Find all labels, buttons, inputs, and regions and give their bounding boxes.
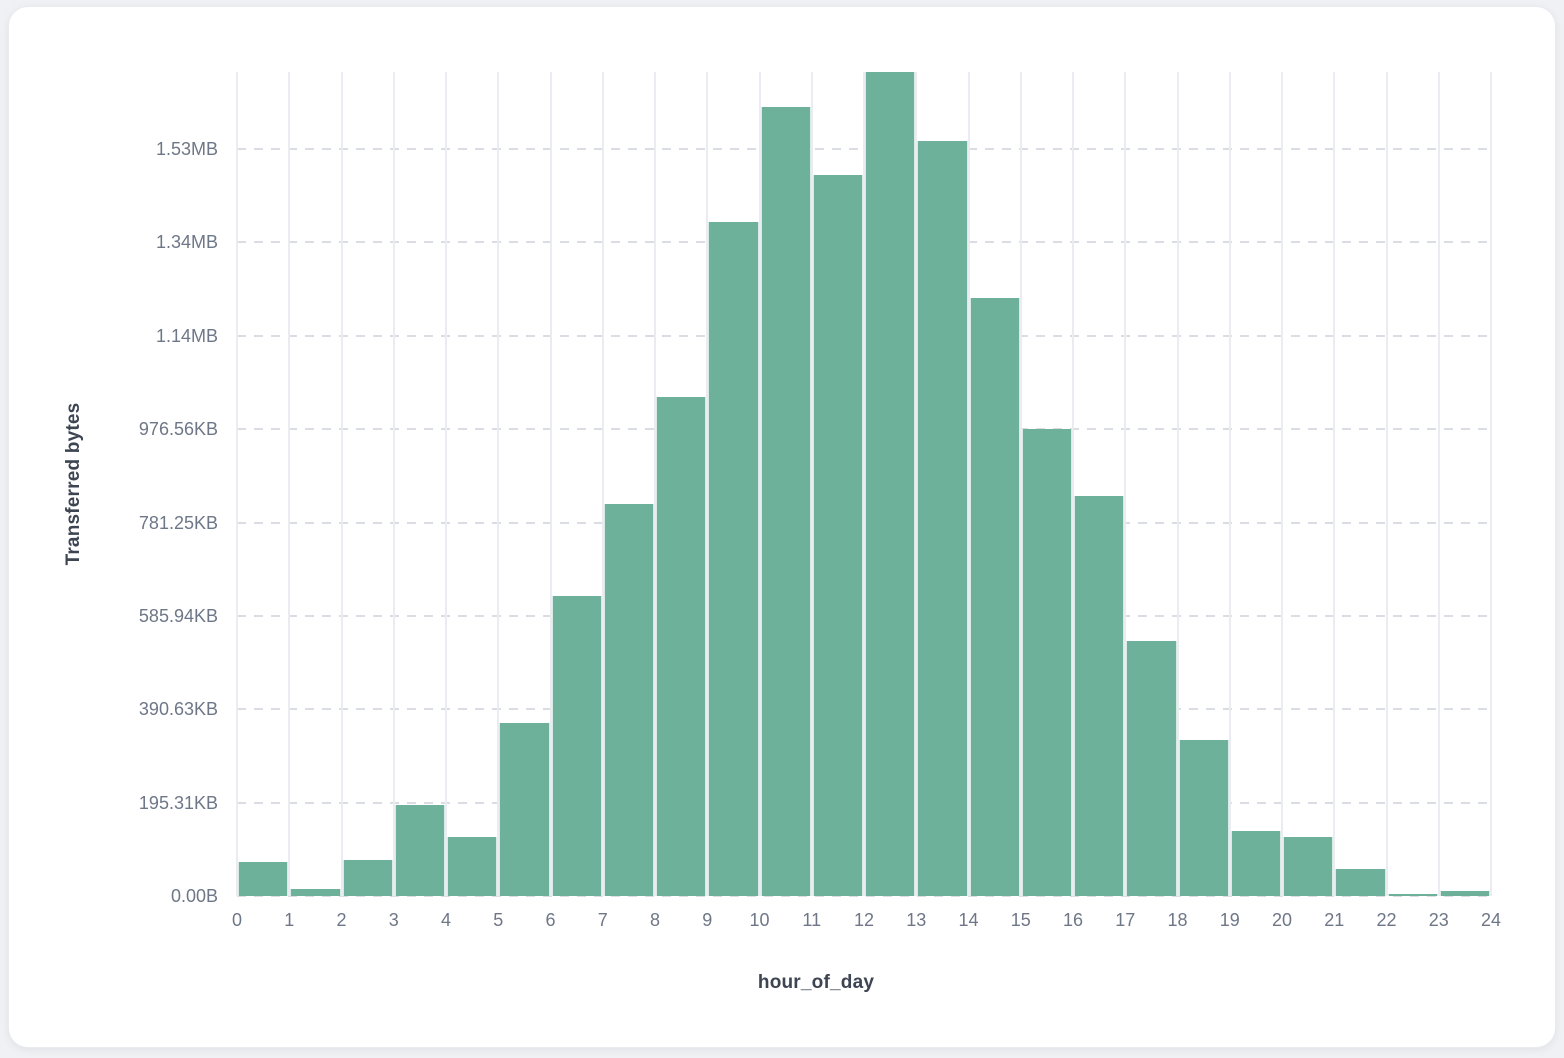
gridline-vertical <box>1333 72 1336 896</box>
x-axis-title: hour_of_day <box>757 972 875 993</box>
x-tick-label: 22 <box>1376 910 1397 930</box>
x-tick-label: 19 <box>1219 910 1240 930</box>
gridline-horizontal <box>237 895 1491 897</box>
x-tick-label: 20 <box>1271 910 1293 930</box>
x-tick-label: 11 <box>802 910 822 930</box>
y-tick-label: 0.00B <box>170 886 218 906</box>
gridline-vertical <box>601 72 604 896</box>
x-tick-label: 16 <box>1062 910 1084 930</box>
gridline-vertical <box>1124 72 1127 896</box>
y-axis-title: Transferred bytes <box>63 402 84 566</box>
gridline-vertical <box>1437 72 1440 896</box>
gridline-vertical <box>863 72 865 896</box>
x-tick-label: 1 <box>284 910 295 930</box>
x-tick-label: 6 <box>545 910 556 930</box>
gridline-vertical <box>967 72 970 896</box>
x-tick-label: 3 <box>388 910 399 930</box>
plot-area <box>236 72 1492 897</box>
x-tick-label: 9 <box>702 910 713 930</box>
bar-hour-14[interactable] <box>969 298 1020 896</box>
x-tick-label: 18 <box>1167 910 1188 930</box>
gridline-vertical <box>706 72 709 896</box>
bar-hour-15[interactable] <box>1021 429 1072 896</box>
bar-hour-1[interactable] <box>290 888 341 896</box>
gridline-vertical <box>1281 72 1283 896</box>
gridline-vertical <box>236 72 238 896</box>
bar-hour-5[interactable] <box>499 723 550 896</box>
bar-hour-12[interactable] <box>865 72 916 896</box>
bar-hour-21[interactable] <box>1335 869 1386 896</box>
x-tick-label: 2 <box>336 910 347 930</box>
gridline-vertical <box>758 72 761 896</box>
gridline-vertical <box>1072 72 1074 896</box>
gridline-vertical <box>497 72 500 896</box>
x-tick-label: 15 <box>1010 910 1031 930</box>
bar-hour-18[interactable] <box>1178 740 1229 896</box>
gridline-vertical <box>1490 72 1492 896</box>
bar-hour-8[interactable] <box>656 396 707 896</box>
x-tick-label: 7 <box>597 910 608 930</box>
x-tick-label: 5 <box>493 910 504 930</box>
y-tick-label: 781.25KB <box>138 512 218 533</box>
x-tick-label: 13 <box>906 910 927 930</box>
gridline-vertical <box>392 72 395 896</box>
gridline-vertical <box>549 72 552 896</box>
bar-hour-0[interactable] <box>238 861 289 896</box>
gridline-vertical <box>915 72 918 896</box>
bar-hour-11[interactable] <box>812 174 863 896</box>
x-tick-label: 12 <box>853 910 875 930</box>
x-tick-label: 4 <box>440 910 451 930</box>
bar-hour-20[interactable] <box>1283 837 1334 896</box>
bar-hour-23[interactable] <box>1439 890 1490 896</box>
x-tick-label: 8 <box>649 910 660 930</box>
x-tick-label: 10 <box>749 910 770 930</box>
x-tick-label: 21 <box>1324 910 1345 930</box>
y-tick-label: 195.31KB <box>138 792 218 813</box>
bar-hour-10[interactable] <box>760 107 811 896</box>
gridline-vertical <box>445 72 447 896</box>
y-tick-label: 585.94KB <box>138 605 218 626</box>
bar-hour-4[interactable] <box>447 836 498 896</box>
gridline-vertical <box>1176 72 1179 896</box>
bar-hour-17[interactable] <box>1126 640 1177 896</box>
gridline-vertical <box>1019 72 1022 896</box>
y-tick-label: 1.53MB <box>155 139 218 160</box>
bar-hour-13[interactable] <box>917 141 968 896</box>
bar-hour-9[interactable] <box>708 222 759 896</box>
bar-hour-7[interactable] <box>603 504 654 896</box>
x-tick-label: 0 <box>231 910 242 930</box>
x-tick-label: 17 <box>1115 910 1136 930</box>
gridline-vertical <box>654 72 656 896</box>
x-tick-label: 14 <box>958 910 979 930</box>
gridline-vertical <box>1228 72 1231 896</box>
y-tick-label: 1.14MB <box>155 325 218 346</box>
x-tick-label: 24 <box>1480 910 1502 930</box>
y-tick-label: 1.34MB <box>155 232 218 253</box>
bar-hour-3[interactable] <box>394 804 445 896</box>
y-tick-label: 390.63KB <box>138 699 218 720</box>
bar-hour-6[interactable] <box>551 596 602 896</box>
gridline-vertical <box>340 72 343 896</box>
bar-hour-19[interactable] <box>1230 830 1281 896</box>
gridline-vertical <box>810 72 813 896</box>
bar-hour-2[interactable] <box>342 859 393 896</box>
y-tick-label: 976.56KB <box>138 419 218 440</box>
bar-hour-16[interactable] <box>1074 495 1125 896</box>
gridline-vertical <box>288 72 291 896</box>
gridline-vertical <box>1385 72 1388 896</box>
x-tick-label: 23 <box>1428 910 1449 930</box>
bar-hour-22[interactable] <box>1387 894 1438 896</box>
